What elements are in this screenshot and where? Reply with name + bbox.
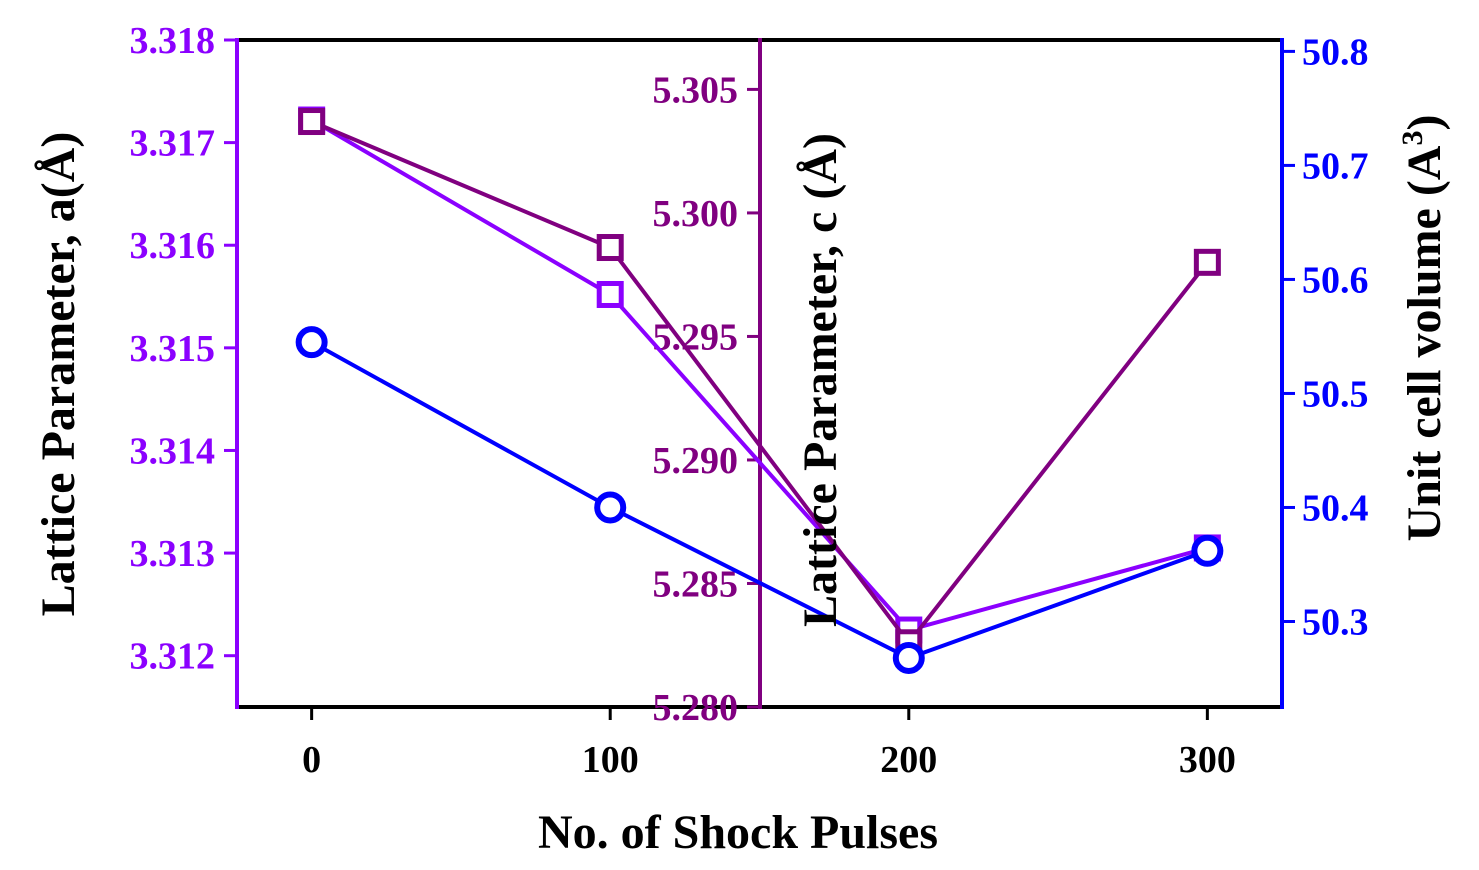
a-axis-title: Lattice Parameter, a(Å) [32, 132, 85, 617]
a-tick-label: 3.316 [130, 225, 216, 267]
a-tick-label: 3.318 [130, 20, 216, 62]
volume-tick-label: 50.5 [1302, 373, 1369, 415]
x-tick-label: 200 [880, 739, 937, 781]
series-marker-c [298, 108, 326, 136]
volume-axis-title-end: ) [1398, 115, 1451, 131]
series-line-a [310, 118, 1208, 633]
series-group [295, 106, 1224, 674]
x-axis: 0 100 200 300 [302, 707, 1236, 781]
a-tick-label: 3.314 [130, 430, 216, 472]
c-tick-label: 5.300 [653, 193, 739, 235]
volume-axis-title-main: Unit cell volume (A [1398, 145, 1451, 541]
x-tick-label: 0 [302, 739, 321, 781]
a-tick-label: 3.312 [130, 636, 216, 678]
c-tick-label: 5.280 [653, 687, 739, 729]
volume-tick-label: 50.7 [1302, 145, 1369, 187]
volume-tick-label: 50.6 [1302, 259, 1369, 301]
x-tick-label: 100 [582, 739, 639, 781]
series-marker-v [594, 491, 627, 524]
volume-axis-title: Unit cell volume (A3) [1396, 115, 1451, 542]
c-tick-label: 5.305 [653, 69, 739, 111]
series-marker-v [295, 326, 328, 359]
c-axis-title: Lattice Parameter, c (Å) [794, 133, 847, 627]
volume-tick-label: 50.4 [1302, 487, 1369, 529]
volume-axis: 50.3 50.4 50.5 50.6 50.7 50.8 [1280, 31, 1369, 709]
x-axis-title: No. of Shock Pulses [538, 806, 938, 859]
volume-tick-label: 50.3 [1302, 601, 1369, 643]
volume-axis-title-sup: 3 [1396, 131, 1429, 146]
series-line-c [310, 119, 1209, 645]
a-tick-label: 3.313 [130, 533, 216, 575]
series-marker-a [596, 280, 624, 308]
series-marker-v [892, 641, 925, 674]
series-marker-c [1193, 248, 1221, 276]
series-line-v [310, 340, 1209, 660]
a-tick-label: 3.317 [130, 123, 216, 165]
c-tick-label: 5.290 [653, 440, 739, 482]
x-tick-label: 300 [1179, 739, 1236, 781]
a-tick-label: 3.315 [130, 328, 216, 370]
series-marker-v [1191, 534, 1224, 567]
a-axis: 3.312 3.313 3.314 3.315 3.316 3.317 3.318 [130, 20, 239, 709]
volume-tick-label: 50.8 [1302, 31, 1369, 73]
series-marker-c [596, 234, 624, 262]
c-tick-label: 5.285 [653, 563, 739, 605]
